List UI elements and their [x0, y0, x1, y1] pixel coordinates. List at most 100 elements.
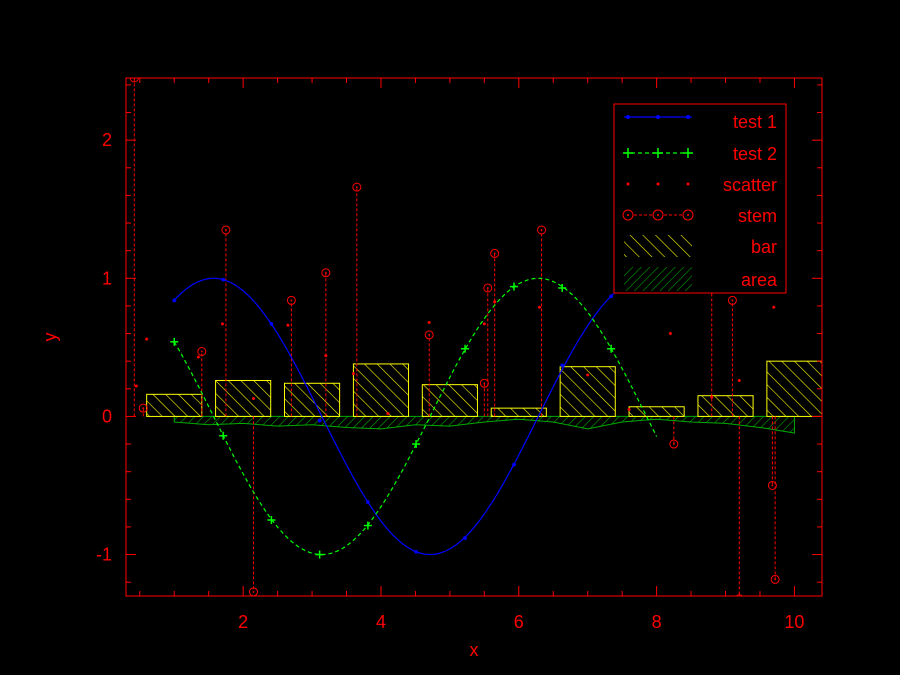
scatter-point: [627, 408, 631, 412]
legend: test 1 test 2 scatter stem bar area: [613, 103, 787, 294]
scatter-point: [710, 395, 714, 399]
legend-box: [613, 103, 787, 294]
y-tick-label: 1: [102, 268, 112, 288]
stem-marker: [767, 480, 777, 490]
scatter-point: [537, 305, 541, 309]
legend-label: area: [741, 270, 778, 290]
stem-marker-dot: [486, 287, 489, 289]
stem-marker: [129, 78, 139, 83]
stem-marker-dot: [672, 443, 675, 445]
scatter-point: [586, 373, 590, 377]
scatter-point: [493, 300, 497, 304]
bar: [215, 380, 272, 417]
stem-marker: [669, 439, 679, 449]
test2-marker: [461, 344, 470, 353]
stem-marker: [321, 268, 331, 278]
legend-marker: [656, 115, 660, 119]
stem-marker: [537, 225, 547, 235]
axes-frame: [125, 77, 823, 597]
legend-label: stem: [738, 206, 777, 226]
legend-marker: [686, 182, 690, 186]
plot-area: [129, 78, 822, 600]
legend-item-bar: bar: [624, 235, 777, 257]
x-tick-label: 8: [652, 612, 662, 632]
x-tick-label: 6: [514, 612, 524, 632]
scatter-point: [145, 337, 149, 341]
scatter-point: [134, 384, 138, 388]
bar: [628, 406, 685, 417]
stem-marker-dot: [738, 598, 740, 600]
legend-item-stem: stem: [622, 206, 777, 226]
scatter-point: [772, 305, 776, 309]
legend-item-test-1: test 1: [624, 112, 777, 132]
scatter-point: [386, 412, 390, 416]
legend-marker: [656, 182, 660, 186]
stem-marker-dot: [428, 334, 431, 336]
bar: [697, 395, 754, 417]
stem-marker-dot: [493, 252, 496, 255]
scatter-point: [427, 320, 431, 324]
test1-series: [172, 277, 647, 556]
legend-label: test 2: [733, 144, 777, 164]
test1-marker: [317, 418, 322, 423]
legend-label: bar: [751, 237, 777, 257]
test1-marker: [414, 549, 419, 554]
stem-marker-dot: [142, 407, 145, 410]
scatter-point: [668, 332, 672, 336]
bar: [421, 384, 478, 417]
y-tick-label: 2: [102, 130, 112, 150]
scatter-point: [196, 355, 200, 359]
test1-marker: [560, 363, 565, 368]
test2-marker: [315, 550, 324, 559]
test1-line: [173, 277, 647, 556]
bar: [283, 382, 341, 417]
stem-marker-dot: [731, 299, 734, 302]
scatter-point: [286, 323, 290, 327]
stem-marker-dot: [540, 229, 543, 231]
legend-marker: [626, 115, 630, 119]
legend-item-test-2: test 2: [623, 144, 777, 164]
legend-label: test 1: [733, 112, 777, 132]
legend-swatch: [624, 235, 692, 257]
test2-marker: [170, 337, 179, 346]
stem-marker: [424, 330, 434, 340]
stem-series: [129, 78, 780, 600]
bar: [146, 393, 203, 417]
stem-marker: [479, 378, 489, 388]
scatter-point: [482, 322, 486, 326]
test2-marker: [412, 440, 421, 449]
stem-marker: [138, 403, 148, 413]
scatter-series: [134, 300, 776, 416]
legend-marker: [686, 115, 690, 119]
legend-swatch: [624, 267, 692, 291]
test1-marker: [365, 500, 370, 505]
scatter-point: [324, 354, 328, 358]
test1-marker: [463, 535, 468, 540]
stem-marker: [352, 182, 362, 192]
stem-marker-dot: [774, 578, 777, 581]
stem-marker: [483, 283, 493, 293]
test2-marker: [219, 431, 228, 440]
x-axis-label: x: [470, 640, 479, 660]
bar: [490, 407, 547, 417]
x-tick-label: 4: [376, 612, 386, 632]
legend-item-scatter: scatter: [626, 175, 777, 195]
test2-marker: [558, 283, 567, 292]
test1-marker: [609, 294, 614, 299]
x-tick-label: 2: [238, 612, 248, 632]
y-axis-label: y: [40, 333, 60, 342]
test1-marker: [172, 298, 177, 303]
area-fill: [174, 416, 795, 434]
stem-marker: [727, 295, 737, 305]
legend-marker: [626, 182, 630, 186]
legend-marker-dot: [657, 214, 659, 216]
stem-marker-dot: [324, 271, 327, 274]
test2-series: [170, 277, 658, 559]
y-tick-label: -1: [96, 545, 112, 565]
stem-marker-dot: [355, 186, 358, 189]
y-tick-label: 0: [102, 406, 112, 426]
stem-marker: [490, 248, 500, 258]
test2-marker: [607, 344, 616, 353]
scatter-point: [351, 372, 355, 376]
